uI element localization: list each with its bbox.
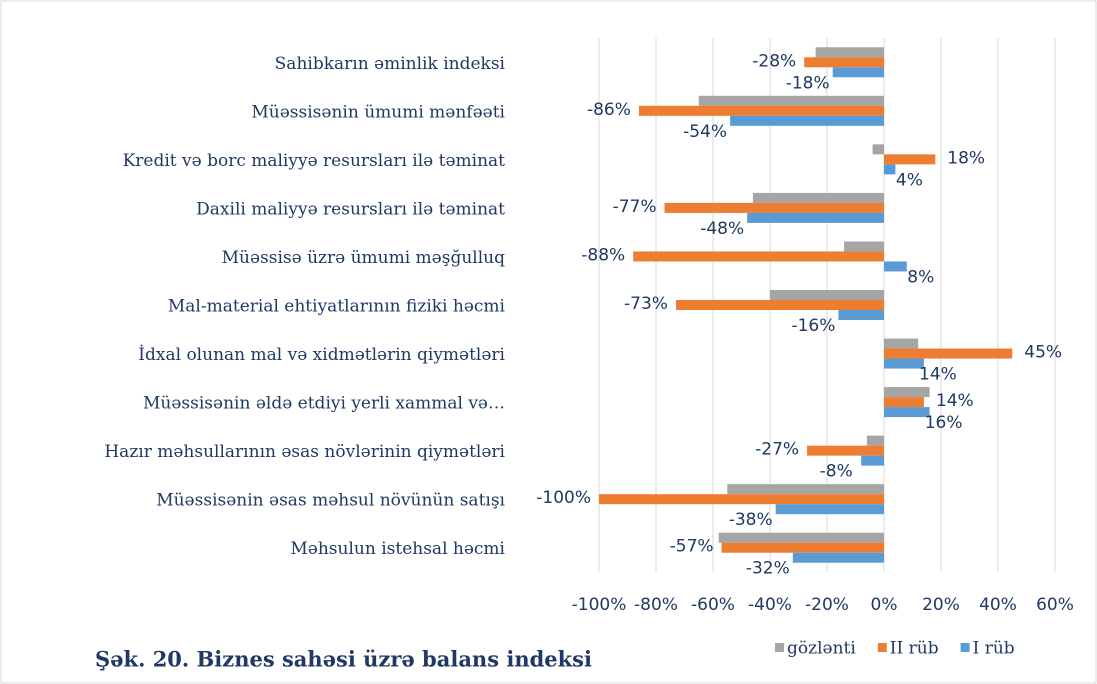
data-label: -57% bbox=[670, 537, 714, 557]
bar bbox=[884, 164, 896, 175]
y-tick-label: Sahibkarın əminlik indeksi bbox=[275, 54, 506, 74]
legend-label: II rüb bbox=[890, 639, 939, 659]
x-tick-label: -100% bbox=[572, 595, 627, 615]
data-label: -73% bbox=[624, 294, 668, 314]
bar bbox=[752, 192, 884, 203]
bar bbox=[747, 212, 884, 223]
data-label: 14% bbox=[936, 391, 974, 411]
x-tick-label: 0% bbox=[871, 595, 898, 615]
bar bbox=[804, 57, 884, 68]
data-label: -48% bbox=[700, 219, 744, 239]
y-tick-label: Məhsulun istehsal həcmi bbox=[290, 539, 505, 559]
y-tick-label: Müəssisənin əldə etdiyi yerli xammal və… bbox=[143, 394, 505, 414]
x-tick-label: -40% bbox=[748, 595, 792, 615]
bar bbox=[838, 310, 884, 320]
bar bbox=[884, 397, 924, 408]
y-tick-label: Hazır məhsullarının əsas növlərinin qiym… bbox=[104, 442, 505, 462]
legend-label: gözlənti bbox=[787, 639, 856, 659]
y-tick-label: Daxili maliyyə resursları ilə təminat bbox=[196, 199, 505, 219]
data-label: -18% bbox=[786, 73, 830, 93]
bar bbox=[633, 251, 884, 262]
y-tick-label: Müəssisə üzrə ümumi məşğulluq bbox=[222, 248, 506, 268]
data-label: -32% bbox=[746, 559, 790, 579]
bar bbox=[866, 435, 884, 446]
bar bbox=[832, 67, 884, 78]
y-tick-label: Müəssisənin əsas məhsul növünün satışı bbox=[156, 491, 505, 511]
chart-title: Şək. 20. Biznes sahəsi üzrə balans indek… bbox=[95, 647, 592, 672]
y-tick-label: Kredit və borc maliyyə resursları ilə tə… bbox=[123, 151, 506, 171]
bar bbox=[775, 504, 884, 515]
data-label: -38% bbox=[729, 510, 773, 530]
legend-swatch bbox=[775, 643, 784, 652]
data-label: 8% bbox=[907, 267, 934, 287]
x-tick-label: 40% bbox=[979, 595, 1017, 615]
x-tick-label: -80% bbox=[634, 595, 678, 615]
bar bbox=[721, 542, 884, 553]
bar bbox=[861, 455, 884, 466]
bar bbox=[844, 241, 884, 252]
data-label: -16% bbox=[791, 316, 835, 336]
bar bbox=[638, 105, 884, 116]
data-label: -27% bbox=[755, 440, 799, 460]
bar bbox=[727, 484, 884, 495]
data-label: 16% bbox=[925, 413, 963, 433]
bar bbox=[730, 115, 884, 126]
legend-swatch bbox=[960, 643, 970, 652]
bar bbox=[770, 290, 884, 300]
data-label: -28% bbox=[752, 51, 796, 71]
bar bbox=[664, 202, 884, 213]
bar bbox=[815, 47, 884, 58]
data-label: -54% bbox=[683, 122, 727, 142]
data-label: -86% bbox=[587, 100, 631, 120]
bar bbox=[884, 338, 919, 349]
data-label: 18% bbox=[947, 148, 985, 168]
data-label: 14% bbox=[919, 365, 957, 385]
data-label: -100% bbox=[536, 488, 591, 508]
y-tick-label: Müəssisənin ümumi mənfəəti bbox=[251, 102, 505, 122]
x-tick-label: 20% bbox=[922, 595, 960, 615]
legend-swatch bbox=[877, 643, 887, 652]
bar bbox=[807, 445, 884, 456]
bar bbox=[599, 494, 884, 505]
x-tick-label: -60% bbox=[691, 595, 735, 615]
bar bbox=[884, 154, 936, 165]
bar bbox=[884, 261, 907, 272]
x-tick-label: -20% bbox=[805, 595, 849, 615]
bar bbox=[718, 532, 884, 543]
bar bbox=[884, 358, 924, 369]
bar bbox=[675, 300, 884, 310]
data-label: -77% bbox=[613, 197, 657, 217]
data-label: 4% bbox=[896, 170, 923, 190]
x-tick-label: 60% bbox=[1036, 595, 1074, 615]
bar bbox=[884, 407, 930, 418]
data-label: 45% bbox=[1024, 343, 1062, 363]
data-label: -88% bbox=[581, 245, 625, 265]
bar bbox=[884, 348, 1013, 359]
bar bbox=[698, 95, 884, 106]
bar bbox=[872, 144, 884, 155]
y-tick-label: İdxal olunan mal və xidmətlərin qiymətlə… bbox=[138, 344, 505, 365]
data-label: -8% bbox=[820, 462, 853, 482]
bar bbox=[884, 387, 930, 398]
y-tick-label: Mal-material ehtiyatlarının fiziki həcmi bbox=[168, 297, 506, 317]
legend-label: I rüb bbox=[973, 639, 1015, 659]
bar bbox=[792, 552, 884, 563]
